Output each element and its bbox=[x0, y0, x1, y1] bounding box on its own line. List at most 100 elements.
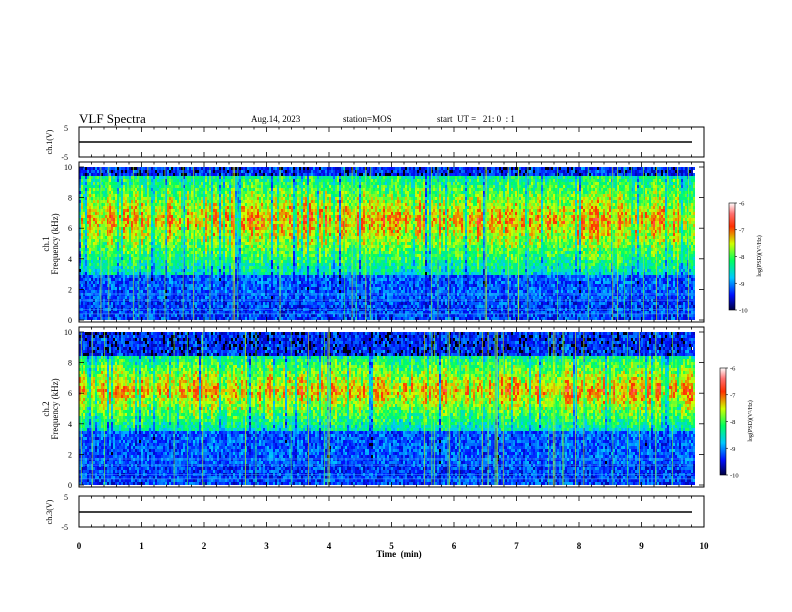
spectrogram-cell bbox=[151, 173, 153, 176]
spectrogram-cell bbox=[103, 269, 105, 272]
spectrogram-cell bbox=[177, 248, 179, 251]
spectrogram-cell bbox=[185, 317, 187, 320]
spectrogram-cell bbox=[251, 179, 253, 182]
spectrogram-cell bbox=[247, 191, 249, 194]
spectrogram-cell bbox=[217, 218, 219, 221]
spectrogram-cell bbox=[173, 254, 175, 257]
spectrogram-cell bbox=[255, 278, 257, 281]
spectrogram-cell bbox=[235, 272, 237, 275]
spectrogram-cell bbox=[159, 299, 161, 302]
spectrogram-cell bbox=[123, 260, 125, 263]
spectrogram-cell bbox=[275, 284, 277, 287]
spectrogram-cell bbox=[269, 185, 271, 188]
spectrogram-cell bbox=[203, 272, 205, 275]
spectrogram-cell bbox=[201, 221, 203, 224]
spectrogram-cell bbox=[103, 272, 105, 275]
spectrogram-cell bbox=[93, 266, 95, 269]
spectrogram-cell bbox=[263, 299, 265, 302]
spectrogram-cell bbox=[269, 248, 271, 251]
spectrogram-cell bbox=[115, 191, 117, 194]
spectrogram-cell bbox=[199, 245, 201, 248]
spectrogram-cell bbox=[83, 236, 85, 239]
spectrogram-cell bbox=[201, 296, 203, 299]
spectrogram-cell bbox=[249, 293, 251, 296]
spectrogram-cell bbox=[149, 296, 151, 299]
spectrogram-cell bbox=[201, 224, 203, 227]
spectrogram-cell bbox=[121, 302, 123, 305]
spectrogram-cell bbox=[169, 275, 171, 278]
spectrogram-cell bbox=[169, 302, 171, 305]
spectrogram-cell bbox=[167, 197, 169, 200]
spectrogram-cell bbox=[125, 194, 127, 197]
spectrogram-cell bbox=[259, 239, 261, 242]
spectrogram-cell bbox=[189, 305, 191, 308]
spectrogram-cell bbox=[145, 224, 147, 227]
spectrogram-cell bbox=[91, 236, 93, 239]
spectrogram-cell bbox=[125, 233, 127, 236]
spectrogram-cell bbox=[195, 296, 197, 299]
spectrogram-cell bbox=[89, 272, 91, 275]
spectrogram-cell bbox=[207, 179, 209, 182]
spectrogram-cell bbox=[207, 317, 209, 320]
spectrogram-cell bbox=[261, 239, 263, 242]
spectrogram-cell bbox=[207, 233, 209, 236]
spectrogram-cell bbox=[143, 290, 145, 293]
spectrogram-cell bbox=[143, 245, 145, 248]
spectrogram-cell bbox=[257, 188, 259, 191]
spectrogram-cell bbox=[261, 227, 263, 230]
spectrogram-cell bbox=[129, 287, 131, 290]
spectrogram-cell bbox=[227, 254, 229, 257]
spectrogram-cell bbox=[239, 170, 241, 173]
spectrogram-cell bbox=[97, 302, 99, 305]
spectrogram-cell bbox=[199, 224, 201, 227]
spectrogram-cell bbox=[83, 242, 85, 245]
spectrogram-cell bbox=[169, 182, 171, 185]
spectrogram-cell bbox=[255, 242, 257, 245]
spectrogram-cell bbox=[211, 242, 213, 245]
spectrogram-cell bbox=[189, 251, 191, 254]
spectrogram-cell bbox=[247, 188, 249, 191]
spectrogram-cell bbox=[159, 179, 161, 182]
spectrogram-cell bbox=[87, 197, 89, 200]
spectrogram-cell bbox=[201, 179, 203, 182]
spectrogram-cell bbox=[249, 203, 251, 206]
spectrogram-cell bbox=[219, 182, 221, 185]
spectrogram-cell bbox=[247, 245, 249, 248]
spectrogram-cell bbox=[223, 254, 225, 257]
spectrogram-cell bbox=[231, 233, 233, 236]
spectrogram-cell bbox=[199, 314, 201, 317]
spectrogram-cell bbox=[97, 290, 99, 293]
spectrogram-cell bbox=[167, 206, 169, 209]
spectrogram-cell bbox=[87, 305, 89, 308]
spectrogram-cell bbox=[257, 284, 259, 287]
spectrogram-cell bbox=[117, 206, 119, 209]
spectrogram-cell bbox=[89, 179, 91, 182]
spectrogram-cell bbox=[251, 248, 253, 251]
spectrogram-cell bbox=[213, 200, 215, 203]
spectrogram-cell bbox=[269, 272, 271, 275]
spectrogram-cell bbox=[119, 227, 121, 230]
spectrogram-cell bbox=[143, 200, 145, 203]
spectrogram-cell bbox=[215, 224, 217, 227]
spectrogram-cell bbox=[245, 305, 247, 308]
spectrogram-cell bbox=[219, 284, 221, 287]
spectrogram-cell bbox=[271, 284, 273, 287]
spectrogram-cell bbox=[159, 287, 161, 290]
spectrogram-cell bbox=[167, 242, 169, 245]
spectrogram-cell bbox=[181, 317, 183, 320]
spectrogram-cell bbox=[149, 245, 151, 248]
spectrogram-cell bbox=[269, 290, 271, 293]
spectrogram-cell bbox=[161, 266, 163, 269]
spectrogram-cell bbox=[249, 275, 251, 278]
spectrogram-cell bbox=[97, 215, 99, 218]
spectrogram-cell bbox=[167, 203, 169, 206]
spectrogram-cell bbox=[141, 176, 143, 179]
spectrogram-cell bbox=[83, 263, 85, 266]
spectrogram-cell bbox=[167, 269, 169, 272]
spectrogram-cell bbox=[255, 281, 257, 284]
spectrogram-cell bbox=[271, 239, 273, 242]
spectrogram-cell bbox=[205, 182, 207, 185]
spectrogram-cell bbox=[269, 266, 271, 269]
spectrogram-cell bbox=[151, 185, 153, 188]
spectrogram-cell bbox=[151, 281, 153, 284]
